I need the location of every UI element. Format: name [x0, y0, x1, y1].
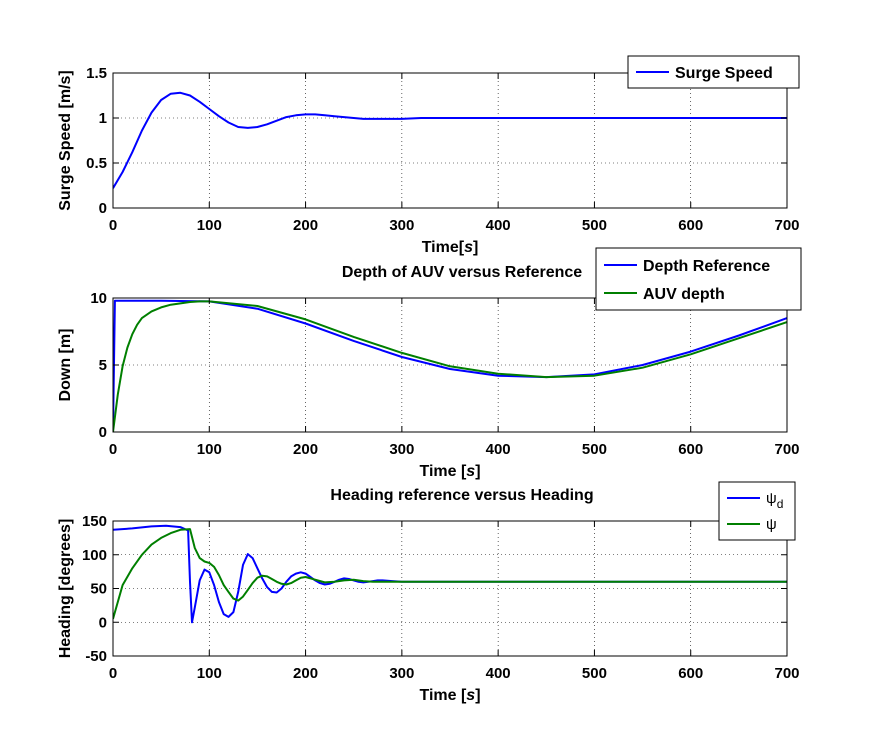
x-tick-label: 600	[678, 217, 703, 234]
x-tick-label: 400	[486, 441, 511, 458]
legend: Surge Speed	[627, 55, 800, 89]
legend-box	[718, 481, 796, 541]
x-tick-label: 0	[109, 441, 117, 458]
series-line-2	[113, 528, 787, 620]
y-tick-label: 50	[90, 581, 107, 598]
x-tick-label: 600	[678, 665, 703, 682]
y-axis-label: Heading [degrees]	[57, 519, 74, 659]
x-tick-label: 0	[109, 665, 117, 682]
legend: ψd ψ	[718, 481, 796, 541]
legend-label: AUV depth	[643, 286, 725, 303]
chart-1: 0 100 200 300 400 500 600 700 0 0.5 1 1.5 Time[s] Sur…	[57, 55, 800, 256]
x-tick-label: 300	[389, 217, 414, 234]
x-tick-label: 100	[197, 441, 222, 458]
y-tick-label: 1	[99, 110, 107, 127]
x-tick-label: 300	[389, 665, 414, 682]
y-tick-label: 1.5	[86, 65, 107, 82]
x-tick-label: 600	[678, 441, 703, 458]
x-tick-label: 400	[486, 665, 511, 682]
x-tick-label: 200	[293, 665, 318, 682]
y-tick-label: 5	[99, 357, 107, 374]
x-tick-label: 400	[486, 217, 511, 234]
legend: Depth Reference AUV depth	[595, 247, 802, 311]
x-tick-label: 500	[582, 441, 607, 458]
axes-frame	[112, 72, 788, 209]
series-line-1	[113, 524, 787, 624]
chart-2: 0 100 200 300 400 500 600 700 0 5 10 Time [s] Down […	[57, 247, 802, 480]
series-line-1	[113, 91, 787, 189]
x-tick-label: 700	[774, 665, 799, 682]
y-axis-label: Down [m]	[57, 329, 74, 402]
y-tick-label: 0	[99, 424, 107, 441]
y-tick-label: 0	[99, 200, 107, 217]
x-axis-label: Time [s]	[419, 463, 480, 480]
x-tick-label: 200	[293, 441, 318, 458]
x-tick-label: 0	[109, 217, 117, 234]
x-tick-label: 200	[293, 217, 318, 234]
chart-title: Heading reference versus Heading	[330, 487, 593, 504]
legend-label: Surge Speed	[675, 65, 773, 82]
y-tick-label: 0	[99, 614, 107, 631]
x-tick-label: 500	[582, 665, 607, 682]
plot-area	[113, 73, 787, 208]
legend-box	[595, 247, 802, 311]
y-tick-label: 150	[82, 513, 107, 530]
chart-title: Depth of AUV versus Reference	[342, 264, 582, 281]
y-tick-label: 0.5	[86, 155, 107, 172]
y-tick-label: -50	[85, 648, 107, 665]
legend-label: ψd	[766, 490, 783, 511]
y-tick-label: 10	[90, 290, 107, 307]
x-tick-label: 500	[582, 217, 607, 234]
x-tick-label: 700	[774, 217, 799, 234]
series-line-2	[113, 300, 787, 432]
legend-label: Depth Reference	[643, 258, 770, 275]
x-tick-label: 700	[774, 441, 799, 458]
x-tick-label: 100	[197, 217, 222, 234]
y-axis-label: Surge Speed [m/s]	[57, 70, 74, 210]
x-axis-label: Time [s]	[419, 687, 480, 704]
x-tick-label: 100	[197, 665, 222, 682]
series-line-1	[113, 299, 787, 432]
legend-label: ψ	[766, 516, 777, 533]
x-axis-label: Time[s]	[422, 239, 479, 256]
y-tick-label: 100	[82, 547, 107, 564]
x-tick-label: 300	[389, 441, 414, 458]
